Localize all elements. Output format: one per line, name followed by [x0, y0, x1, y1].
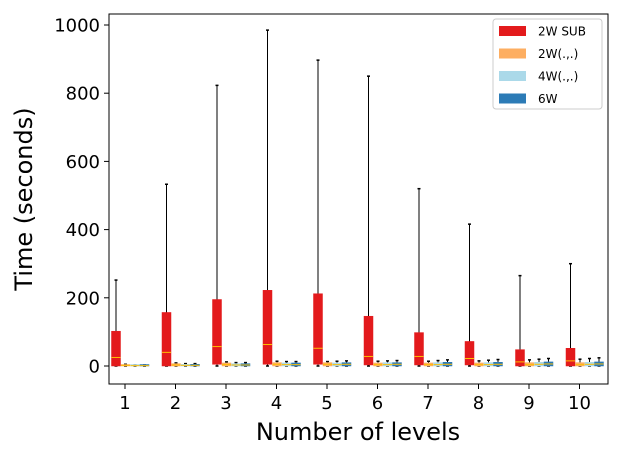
y-tick-label: 1000	[54, 16, 100, 37]
box-3-level-6	[382, 360, 393, 367]
y-tick-label: 400	[66, 220, 100, 241]
x-tick-label: 1	[119, 393, 130, 414]
x-axis-label: Number of levels	[256, 418, 460, 446]
box-3-level-9	[534, 358, 544, 367]
box-2-level-5	[322, 360, 333, 367]
box-1-level-6	[363, 75, 374, 367]
y-tick-label: 600	[66, 152, 100, 173]
x-axis: 1 2 3 4 5 6 7 8 9 10	[119, 384, 591, 414]
x-tick-label: 5	[321, 393, 332, 414]
box-4-level-5	[341, 360, 352, 367]
legend-swatch	[499, 48, 526, 59]
y-tick-label: 200	[66, 288, 100, 309]
box-3-level-7	[433, 359, 443, 367]
box-4-level-9	[543, 357, 554, 367]
box-1-level-10	[565, 262, 576, 367]
x-tick-label: 3	[220, 393, 231, 414]
plot-area-frame	[108, 13, 609, 385]
box-3-level-1	[130, 364, 140, 367]
box-2-level-7	[423, 360, 434, 367]
box-3-level-10	[584, 357, 595, 367]
x-tick-label: 4	[271, 393, 282, 414]
legend-swatch	[499, 26, 526, 36]
box-body	[111, 330, 121, 367]
legend-label: 2W SUB	[538, 25, 586, 39]
box-3-level-5	[332, 360, 342, 367]
box-body	[565, 348, 576, 367]
y-axis-label: Time (seconds)	[10, 107, 38, 291]
box-1-level-1	[111, 279, 121, 367]
box-4-level-10	[594, 357, 604, 367]
box-3-level-4	[281, 360, 292, 367]
legend-label: 4W(.,.)	[538, 70, 578, 84]
box-1-level-9	[515, 274, 525, 367]
box-1-level-7	[414, 187, 424, 367]
box-2-level-10	[575, 358, 585, 367]
x-tick-label: 8	[473, 393, 484, 414]
box-body	[161, 312, 172, 367]
x-tick-label: 10	[568, 393, 591, 414]
box-body	[414, 332, 424, 366]
box-1-level-2	[161, 183, 172, 367]
box-4-level-2	[190, 362, 200, 367]
x-tick-label: 7	[422, 393, 433, 414]
box-body	[515, 349, 525, 367]
x-tick-label: 6	[372, 393, 383, 414]
box-2-level-3	[221, 361, 232, 367]
box-1-level-5	[313, 59, 323, 367]
box-4-level-1	[139, 364, 150, 367]
y-axis: 0 200 400 600 800 1000	[54, 16, 109, 378]
box-body	[212, 299, 222, 365]
x-tick-label: 9	[523, 393, 534, 414]
box-1-level-4	[262, 29, 273, 367]
box-body	[363, 315, 374, 366]
box-marks	[111, 29, 604, 367]
y-tick-label: 800	[66, 84, 100, 105]
box-2-level-2	[171, 362, 181, 367]
box-4-level-4	[291, 360, 301, 367]
box-3-level-2	[180, 362, 191, 367]
box-2-level-9	[524, 359, 535, 367]
box-4-level-7	[442, 359, 453, 367]
box-3-level-8	[483, 359, 494, 367]
box-4-level-6	[392, 359, 402, 367]
box-1-level-3	[212, 84, 222, 367]
box-1-level-8	[464, 223, 475, 367]
box-2-level-8	[474, 360, 484, 367]
legend-label: 2W(.,.)	[538, 47, 578, 61]
legend: 2W SUB 2W(.,.) 4W(.,.) 6W	[492, 18, 603, 110]
box-body	[464, 341, 475, 366]
box-4-level-3	[240, 361, 251, 367]
box-body	[262, 290, 273, 365]
y-tick-label: 0	[89, 357, 100, 378]
box-2-level-1	[120, 363, 131, 367]
legend-swatch	[499, 93, 526, 104]
box-3-level-3	[231, 361, 241, 367]
x-tick-label: 2	[170, 393, 181, 414]
legend-label: 6W	[538, 92, 558, 106]
box-4-level-8	[493, 358, 503, 367]
box-2-level-4	[272, 360, 282, 367]
legend-swatch	[499, 71, 526, 81]
box-2-level-6	[373, 360, 383, 367]
box-body	[313, 293, 323, 365]
legend-frame	[492, 18, 603, 110]
